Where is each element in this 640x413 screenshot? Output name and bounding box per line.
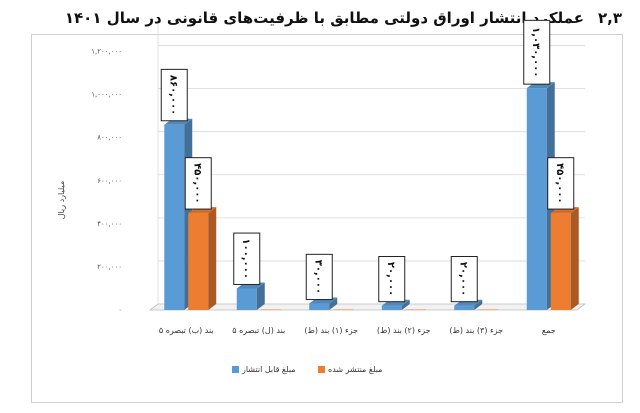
data-label-box [184, 157, 212, 210]
data-label-box [305, 253, 333, 301]
data-label-box [160, 68, 188, 122]
chart-axes: ۰ ۲۰۰,۰۰۰ ۴۰۰,۰۰۰ ۶۰۰,۰۰۰ ۸۰۰,۰۰۰ ۱,۰۰۰,۰۰۰ ۱,… [57, 48, 556, 335]
bar-publishable [236, 288, 257, 310]
bar-published [405, 309, 426, 310]
category-label: جزء (۲) بند (ط) [377, 326, 431, 335]
data-label-text: ۱۰۰,۰۰۰ [240, 239, 251, 279]
data-label: ۸۶۰,۰۰۰ [160, 68, 188, 122]
legend-swatch-published [318, 366, 325, 373]
y-tick-label: ۱,۲۰۰,۰۰۰ [91, 48, 122, 56]
page-heading: ۲,۳ عملکرد انتشار اوراق دولتی مطابق با ظر… [65, 9, 622, 27]
chart-frame [31, 34, 623, 403]
data-label: ۱,۰۳۰,۰۰۰ [523, 19, 551, 85]
data-label-text: ۳۰,۰۰۰ [312, 260, 323, 294]
category-label: جمع [542, 326, 556, 335]
y-tick-label: ۴۰۰,۰۰۰ [97, 220, 122, 228]
data-label-text: ۴۵۰,۰۰۰ [191, 163, 202, 203]
data-label-text: ۱,۰۳۰,۰۰۰ [530, 27, 541, 77]
data-label: ۲۰,۰۰۰ [378, 255, 406, 303]
data-label: ۴۵۰,۰۰۰ [547, 157, 575, 210]
bar-publishable [164, 124, 185, 311]
bar-publishable [381, 305, 402, 310]
bar-side [401, 299, 410, 310]
data-label-box [233, 232, 261, 285]
data-label: ۴۵۰,۰۰۰ [184, 157, 212, 210]
chart-legend: مبلغ قابل انتشار مبلغ منتشر شده [232, 365, 382, 374]
bar-published [260, 309, 281, 310]
data-label-box [450, 255, 478, 303]
legend-label: مبلغ قابل انتشار [241, 365, 296, 374]
data-label-text: ۴۵۰,۰۰۰ [554, 163, 565, 203]
bar-side [570, 207, 579, 310]
category-label: جزء (۱) بند (ط) [304, 326, 358, 335]
bar-publishable [454, 305, 475, 310]
data-label-box [523, 19, 551, 85]
heading-number: ۲,۳ [597, 9, 622, 27]
bar-side [256, 282, 265, 310]
data-label-box [378, 255, 406, 303]
bar-side [474, 299, 483, 310]
y-axis-label: میلیارد ریال [57, 181, 66, 220]
bar-side [208, 207, 217, 310]
heading-text: عملکرد انتشار اوراق دولتی مطابق با ظرفیت… [64, 9, 584, 27]
bar-published [478, 309, 499, 310]
legend-swatch-publishable [232, 366, 239, 373]
data-label: ۳۰,۰۰۰ [305, 253, 333, 301]
bar-publishable [526, 88, 547, 311]
y-tick-label: ۱,۰۰۰,۰۰۰ [91, 91, 122, 99]
y-tick-label: ۰ [118, 306, 122, 314]
data-label-box [547, 157, 575, 210]
category-label: بند (ل) تبصره ۵ [232, 326, 285, 335]
data-label: ۲۰,۰۰۰ [450, 255, 478, 303]
bar-published [550, 213, 571, 310]
y-tick-label: ۸۰۰,۰۰۰ [97, 134, 122, 142]
chart-floor [148, 303, 587, 311]
bar-publishable [309, 303, 330, 310]
data-label-text: ۲۰,۰۰۰ [385, 262, 396, 296]
category-label: بند (ب) تبصره ۵ [159, 326, 214, 335]
bar-side [329, 297, 338, 310]
chart-data-labels: ۸۶۰,۰۰۰ ۴۵۰,۰۰۰ ۱۰۰,۰۰۰ ۳۰,۰۰۰ ۲۰,۰۰۰ ۲۰,۰۰۰ ۱… [160, 19, 575, 303]
legend-label: مبلغ منتشر شده [328, 365, 382, 374]
data-label-text: ۸۶۰,۰۰۰ [167, 75, 178, 115]
y-tick-label: ۲۰۰,۰۰۰ [97, 263, 122, 271]
bar-published [188, 213, 209, 310]
y-tick-label: ۶۰۰,۰۰۰ [97, 177, 122, 185]
bar-published [333, 309, 354, 310]
category-label: جزء (۳) بند (ط) [449, 326, 503, 335]
chart-bars [164, 82, 579, 311]
data-label-text: ۲۰,۰۰۰ [457, 262, 468, 296]
data-label: ۱۰۰,۰۰۰ [233, 232, 261, 285]
